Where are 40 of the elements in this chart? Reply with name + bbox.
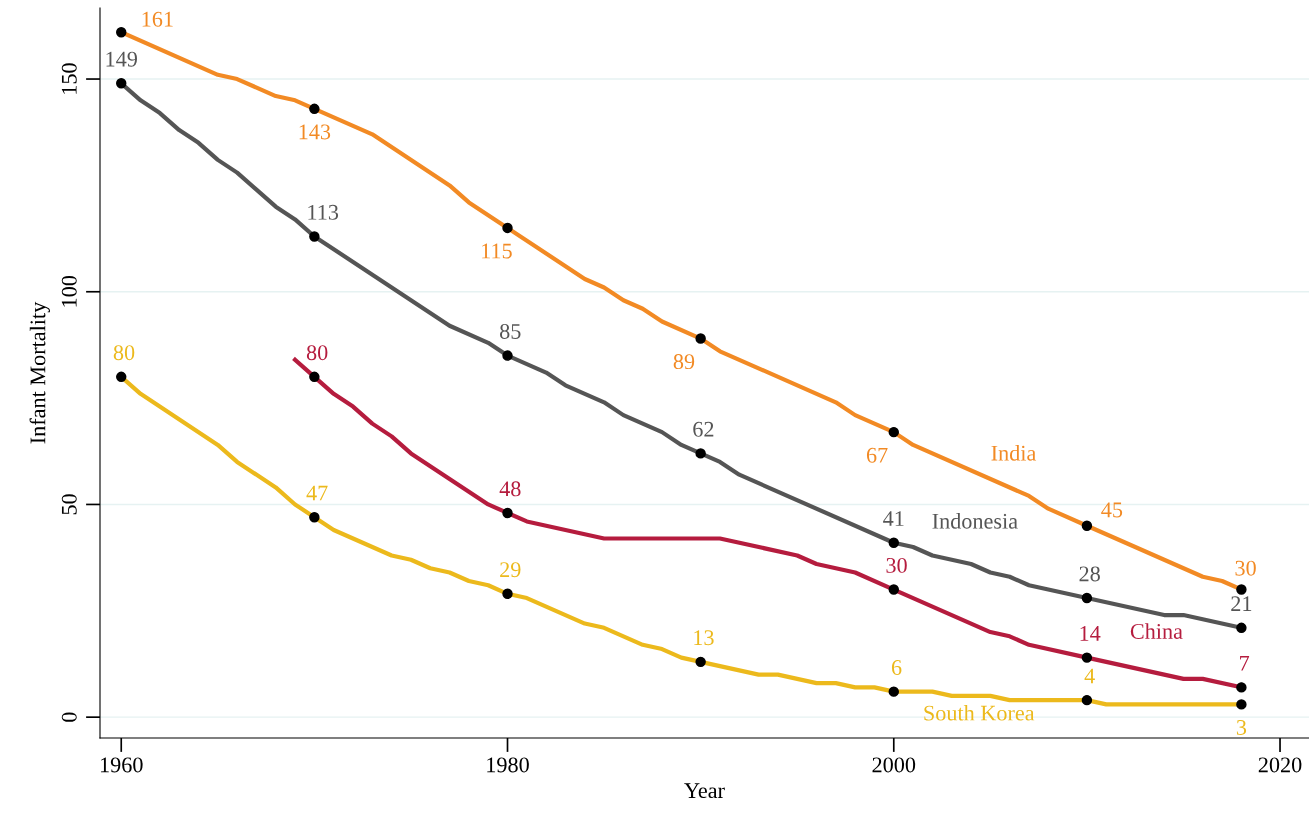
data-label: 67 — [866, 447, 888, 463]
data-label: 89 — [673, 354, 695, 370]
x-axis-title: Year — [684, 783, 725, 799]
data-label: 28 — [1079, 566, 1100, 582]
data-label: 85 — [500, 323, 521, 339]
data-label: 149 — [106, 51, 137, 67]
data-label: 41 — [883, 511, 904, 526]
x-tick-label: 2000 — [872, 757, 916, 773]
y-axis-title: Infant Mortality — [29, 301, 50, 444]
data-label: 80 — [306, 345, 328, 361]
y-tick-label: 150 — [61, 63, 77, 94]
data-label: 7 — [1240, 655, 1250, 671]
data-label: 115 — [482, 243, 512, 259]
y-tick-label: 0 — [61, 712, 77, 722]
y-tick-label: 100 — [61, 275, 77, 307]
data-label: 21 — [1231, 596, 1252, 611]
data-label: 143 — [299, 124, 331, 140]
data-label: 30 — [886, 557, 907, 573]
data-label: 80 — [113, 345, 135, 361]
data-label: 45 — [1101, 502, 1123, 518]
data-label: 47 — [306, 485, 328, 501]
x-tick-label: 1980 — [487, 757, 529, 773]
series-label: China — [1130, 623, 1183, 639]
data-label: 3 — [1236, 720, 1247, 735]
series-label: India — [991, 445, 1037, 461]
data-label: 4 — [1084, 668, 1095, 684]
y-tick-label: 50 — [61, 494, 77, 515]
data-label: 13 — [694, 630, 714, 646]
data-label: 14 — [1080, 626, 1101, 641]
data-label: 161 — [142, 11, 173, 27]
data-label: 30 — [1235, 560, 1256, 576]
data-label: 29 — [500, 562, 521, 578]
series-label: South Korea — [924, 704, 1035, 721]
data-label: 48 — [499, 481, 521, 497]
x-tick-label: 1960 — [100, 757, 143, 773]
x-tick-label: 2020 — [1258, 757, 1302, 773]
series-label: Indonesia — [932, 513, 1018, 529]
data-label: 6 — [891, 660, 902, 675]
data-label: 62 — [693, 421, 714, 437]
data-label: 113 — [308, 204, 339, 220]
